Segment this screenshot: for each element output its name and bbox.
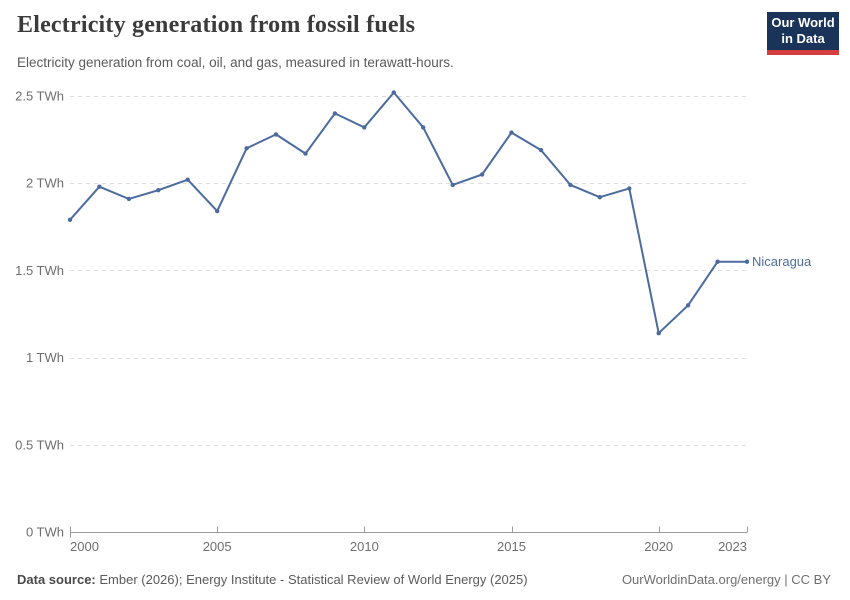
- x-tick-label: 2015: [497, 539, 526, 554]
- y-tick-label: 0 TWh: [26, 525, 64, 540]
- x-tick-label: 2000: [70, 539, 99, 554]
- owid-logo-line1: Our World: [771, 15, 835, 30]
- y-tick-label: 0.5 TWh: [15, 437, 64, 452]
- x-tick-label: 2023: [718, 539, 747, 554]
- data-point[interactable]: [273, 132, 279, 137]
- data-point[interactable]: [744, 259, 750, 264]
- y-tick-label: 2 TWh: [26, 176, 64, 191]
- entity-label-nicaragua[interactable]: Nicaragua: [752, 254, 812, 269]
- data-point[interactable]: [538, 147, 544, 153]
- data-point[interactable]: [215, 208, 220, 214]
- data-point[interactable]: [568, 182, 573, 188]
- data-point[interactable]: [126, 196, 132, 202]
- data-point[interactable]: [332, 111, 338, 116]
- data-point[interactable]: [685, 303, 691, 308]
- data-point[interactable]: [627, 186, 632, 191]
- data-point[interactable]: [185, 177, 190, 182]
- data-point[interactable]: [391, 90, 396, 95]
- data-point[interactable]: [656, 331, 661, 336]
- data-point[interactable]: [479, 172, 485, 177]
- data-point[interactable]: [421, 125, 426, 130]
- owid-logo-line2: in Data: [781, 31, 825, 46]
- source-text: Ember (2026); Energy Institute - Statist…: [95, 572, 528, 587]
- y-tick-label: 1 TWh: [26, 350, 64, 365]
- x-tick-label: 2020: [644, 539, 673, 554]
- data-point[interactable]: [67, 217, 73, 222]
- owid-logo[interactable]: Our World in Data: [767, 12, 839, 55]
- x-tick-label: 2010: [350, 539, 379, 554]
- footer: Data source: Ember (2026); Energy Instit…: [17, 572, 831, 587]
- data-point[interactable]: [97, 184, 102, 189]
- x-tick-label: 2005: [203, 539, 232, 554]
- chart-title: Electricity generation from fossil fuels: [17, 12, 416, 38]
- series-line-nicaragua[interactable]: [69, 91, 748, 335]
- y-tick-label: 1.5 TWh: [15, 263, 64, 278]
- data-point[interactable]: [303, 151, 308, 156]
- data-point[interactable]: [450, 182, 455, 188]
- source-note: Data source: Ember (2026); Energy Instit…: [17, 572, 528, 587]
- chart-subtitle: Electricity generation from coal, oil, a…: [17, 55, 454, 70]
- y-tick-label: 2.5 TWh: [15, 89, 64, 104]
- data-point[interactable]: [509, 130, 514, 135]
- data-point[interactable]: [597, 195, 602, 200]
- data-point[interactable]: [362, 125, 367, 130]
- owid-url-license[interactable]: OurWorldinData.org/energy | CC BY: [621, 572, 831, 587]
- data-point[interactable]: [715, 259, 720, 264]
- data-point[interactable]: [156, 188, 161, 193]
- data-point[interactable]: [244, 146, 249, 151]
- source-label: Data source:: [17, 572, 96, 587]
